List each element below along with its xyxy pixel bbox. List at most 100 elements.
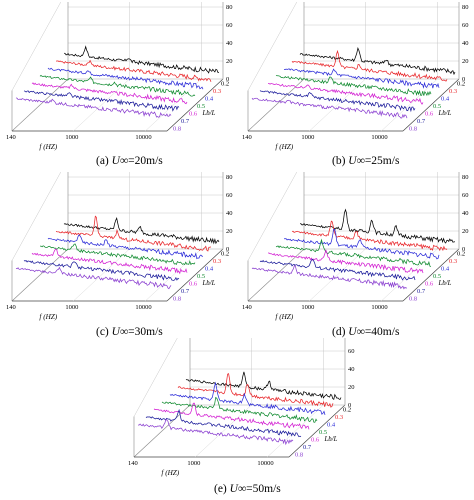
caption-a: (a) U∞=20m/s <box>96 155 163 167</box>
series-label-0.3: 0.3 <box>335 414 343 421</box>
psd-curve-0.7 <box>145 408 302 438</box>
series-label-0.2: 0.2 <box>221 81 229 88</box>
caption-c: (c) U∞=30m/s <box>96 326 163 338</box>
z-tick-label: 40 <box>226 210 233 217</box>
psd-curve-0.5 <box>40 243 196 266</box>
series-label-0.4: 0.4 <box>327 422 336 429</box>
psd-curve-0.8 <box>251 97 408 119</box>
psd-curve-0.3 <box>177 373 334 408</box>
psd-curve-0.2 <box>63 217 220 245</box>
psd-curve-0.4 <box>169 381 326 416</box>
psd-curve-0.7 <box>23 90 180 112</box>
x-tick-label: 140 <box>242 304 252 311</box>
gridline <box>247 172 298 261</box>
depth-axis-title: Lb/L <box>324 436 338 443</box>
psd-curve-0.5 <box>161 396 318 423</box>
series-label-0.2: 0.2 <box>343 407 351 414</box>
series-label-0.7: 0.7 <box>303 444 312 451</box>
z-tick-label: 20 <box>348 384 355 391</box>
series-label-0.8: 0.8 <box>173 295 181 302</box>
psd-curve-0.2 <box>185 371 342 400</box>
z-tick-label: 60 <box>462 192 469 199</box>
gridline <box>73 78 130 132</box>
psd-curve-0.4 <box>284 229 440 260</box>
caption-b: (b) U∞=25m/s <box>332 155 400 167</box>
x-tick-label: 10000 <box>257 460 273 467</box>
series-label-0.6: 0.6 <box>189 280 198 287</box>
gridline <box>381 78 438 132</box>
psd-curve-0.3 <box>291 49 448 82</box>
psd-curve-0.7 <box>23 260 180 281</box>
gridline <box>309 248 366 302</box>
gridline <box>145 78 202 132</box>
series-label-0.6: 0.6 <box>311 436 320 443</box>
series-label-0.4: 0.4 <box>205 96 214 103</box>
x-tick-label: 1000 <box>301 134 314 141</box>
z-tick-label: 40 <box>348 366 355 373</box>
z-tick-label: 20 <box>226 58 233 65</box>
series-label-0.4: 0.4 <box>441 266 450 273</box>
psd-curve-0.6 <box>31 82 188 105</box>
series-label-0.2: 0.2 <box>457 81 465 88</box>
series-label-0.5: 0.5 <box>197 103 205 110</box>
z-tick-label: 60 <box>462 22 469 29</box>
x-axis-title: f (HZ) <box>39 313 57 321</box>
z-tick-label: 0 <box>226 246 229 253</box>
x-axis-title: f (HZ) <box>39 143 57 151</box>
series-label-0.4: 0.4 <box>441 96 450 103</box>
z-tick-label: 40 <box>226 40 233 47</box>
psd-curve-0.8 <box>137 418 294 446</box>
depth-axis-line <box>402 248 460 302</box>
z-tick-label: 60 <box>226 192 233 199</box>
depth-axis-line <box>166 248 224 302</box>
series-label-0.5: 0.5 <box>433 103 441 110</box>
depth-axis-line <box>288 404 346 458</box>
depth-axis-title: Lb/L <box>202 280 216 287</box>
series-label-0.3: 0.3 <box>213 258 221 265</box>
psd-curve-0.8 <box>15 266 172 290</box>
z-tick-label: 40 <box>462 40 469 47</box>
x-tick-label: 10000 <box>135 134 151 141</box>
psd-curve-0.5 <box>39 74 196 97</box>
axis-line <box>247 78 305 132</box>
gridline <box>195 404 252 458</box>
depth-axis-line <box>166 78 224 132</box>
psd-curve-0.7 <box>259 90 416 113</box>
z-tick-label: 40 <box>462 210 469 217</box>
gridline <box>267 404 324 458</box>
x-axis-title: f (HZ) <box>275 313 293 321</box>
x-tick-label: 140 <box>6 304 16 311</box>
z-tick-label: 0 <box>462 246 465 253</box>
gridline <box>309 78 366 132</box>
gridline <box>133 338 178 417</box>
x-tick-label: 1000 <box>65 304 78 311</box>
psd-curve-0.4 <box>47 67 204 90</box>
z-tick-label: 20 <box>462 228 469 235</box>
series-label-0.8: 0.8 <box>173 125 181 132</box>
psd-curve-0.8 <box>251 264 408 290</box>
z-tick-label: 80 <box>462 4 469 11</box>
psd-curve-0.6 <box>31 248 188 275</box>
psd-curve-0.6 <box>267 82 424 105</box>
caption-e: (e) U∞=50m/s <box>214 483 281 495</box>
series-label-0.3: 0.3 <box>449 88 457 95</box>
series-label-0.8: 0.8 <box>409 125 417 132</box>
z-tick-label: 20 <box>226 228 233 235</box>
psd-curve-0.6 <box>268 249 424 274</box>
z-tick-label: 80 <box>226 174 233 181</box>
axis-line <box>247 248 305 302</box>
x-axis-title: f (HZ) <box>161 469 179 477</box>
series-label-0.6: 0.6 <box>189 110 198 117</box>
series-label-0.7: 0.7 <box>181 118 190 125</box>
psd-curve-0.4 <box>47 234 203 260</box>
psd-curve-0.3 <box>55 59 212 82</box>
